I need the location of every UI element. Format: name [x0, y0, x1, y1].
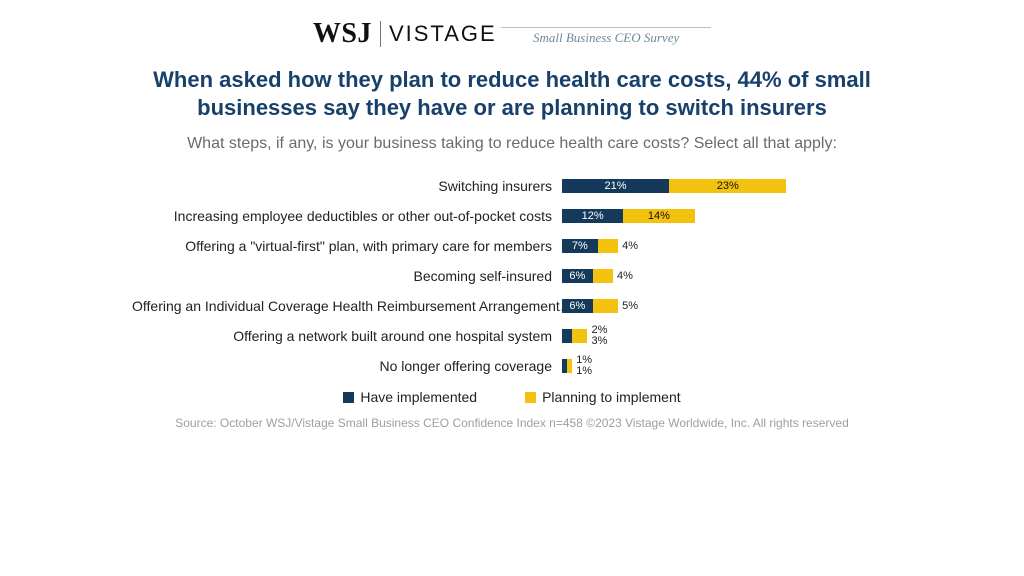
bar-segment-planning: 23% — [669, 179, 786, 193]
bar-segment-implemented: 6% — [562, 269, 593, 283]
chart-source: Source: October WSJ/Vistage Small Busine… — [50, 416, 974, 430]
bar-track: 12%14% — [562, 201, 892, 231]
category-label: Becoming self-insured — [132, 268, 562, 284]
chart-subhead: What steps, if any, is your business tak… — [50, 135, 974, 153]
bar-segment-planning — [593, 269, 613, 283]
legend-label: Planning to implement — [542, 389, 681, 405]
chart-row: Switching insurers21%23% — [132, 171, 892, 201]
bar-segment-planning: 14% — [623, 209, 694, 223]
bar-segment-planning — [567, 359, 572, 373]
legend-item: Planning to implement — [525, 389, 681, 405]
chart-row: Offering a network built around one hosp… — [132, 321, 892, 351]
bar-segment-planning — [572, 329, 587, 343]
logo-subtitle: Small Business CEO Survey — [501, 27, 711, 46]
bar-segment-implemented: 21% — [562, 179, 669, 193]
category-label: Increasing employee deductibles or other… — [132, 208, 562, 224]
bar-track: 6% 5% — [562, 291, 892, 321]
bar-track: 2%3% — [562, 321, 892, 351]
legend-item: Have implemented — [343, 389, 477, 405]
bar-segment-planning — [593, 299, 619, 313]
chart-row: Becoming self-insured6% 4% — [132, 261, 892, 291]
logo-divider — [380, 21, 381, 47]
chart-row: Offering an Individual Coverage Health R… — [132, 291, 892, 321]
chart-row: Increasing employee deductibles or other… — [132, 201, 892, 231]
category-label: Offering an Individual Coverage Health R… — [132, 298, 562, 314]
bar-track: 1%1% — [562, 351, 892, 381]
bar-track: 21%23% — [562, 171, 892, 201]
bar-segment-implemented: 6% — [562, 299, 593, 313]
bar-track: 7% 4% — [562, 231, 892, 261]
wsj-logo-text: WSJ — [313, 18, 372, 50]
category-label: Switching insurers — [132, 178, 562, 194]
chart-legend: Have implemented Planning to implement — [50, 389, 974, 406]
bar-segment-implemented — [562, 329, 572, 343]
value-label-outside: 4% — [617, 270, 633, 282]
category-label: Offering a network built around one hosp… — [132, 328, 562, 344]
value-label-outside: 5% — [622, 300, 638, 312]
legend-swatch — [525, 392, 536, 403]
logo-block: WSJ VISTAGE Small Business CEO Survey — [50, 18, 974, 50]
bar-segment-planning — [598, 239, 618, 253]
chart-headline: When asked how they plan to reduce healt… — [102, 66, 922, 121]
page: WSJ VISTAGE Small Business CEO Survey Wh… — [0, 0, 1024, 576]
category-label: No longer offering coverage — [132, 358, 562, 374]
bar-segment-implemented: 7% — [562, 239, 598, 253]
chart-row: Offering a "virtual-first" plan, with pr… — [132, 231, 892, 261]
bar-track: 6% 4% — [562, 261, 892, 291]
value-label-stacked: 1%1% — [576, 355, 592, 377]
legend-label: Have implemented — [360, 389, 477, 405]
chart-area: Switching insurers21%23%Increasing emplo… — [132, 171, 892, 381]
bar-segment-implemented: 12% — [562, 209, 623, 223]
chart-row: No longer offering coverage 1%1% — [132, 351, 892, 381]
logo-row: WSJ VISTAGE — [313, 18, 497, 50]
value-label-stacked: 2%3% — [591, 325, 607, 347]
legend-swatch — [343, 392, 354, 403]
value-label-outside: 4% — [622, 240, 638, 252]
category-label: Offering a "virtual-first" plan, with pr… — [132, 238, 562, 254]
vistage-logo-text: VISTAGE — [389, 21, 497, 47]
